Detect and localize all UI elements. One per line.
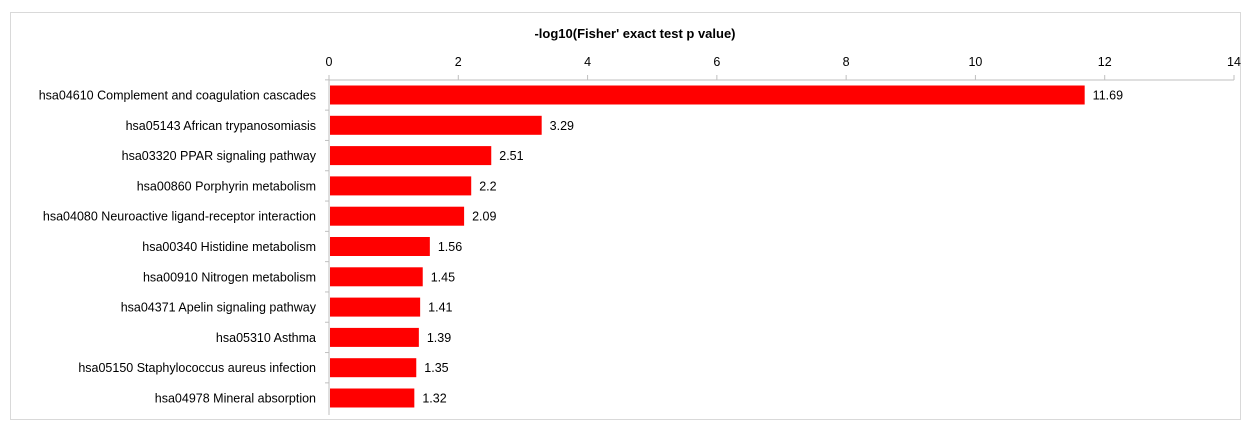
- chart-frame: [10, 12, 1241, 420]
- data-label: 2.51: [499, 149, 523, 163]
- value-labels: 11.69 3.29 2.51 2.2 2.09 1.56 1.45 1.41 1.39 1.35…: [422, 89, 1123, 406]
- data-label: 3.29: [550, 119, 574, 133]
- category-label: hsa04978 Mineral absorption: [155, 392, 316, 406]
- x-tick-label: 14: [1227, 55, 1241, 69]
- x-tick-label: 4: [584, 55, 591, 69]
- category-labels: hsa04610 Complement and coagulation casc…: [39, 79, 329, 406]
- bar: [330, 176, 472, 196]
- bar: [330, 327, 419, 347]
- x-tick-label: 10: [968, 55, 982, 69]
- bars-group: [330, 85, 1085, 408]
- category-label: hsa00860 Porphyrin metabolism: [137, 179, 316, 193]
- data-label: 1.35: [424, 361, 448, 375]
- x-tick-label: 6: [713, 55, 720, 69]
- category-label: hsa00910 Nitrogen metabolism: [143, 270, 316, 284]
- bar: [330, 115, 542, 135]
- bar: [330, 206, 465, 226]
- data-label: 1.41: [428, 301, 452, 315]
- bar: [330, 388, 415, 408]
- data-label: 1.39: [427, 331, 451, 345]
- bar: [330, 237, 430, 256]
- chart-title: -log10(Fisher' exact test p value): [534, 26, 735, 41]
- data-label: 1.56: [438, 240, 462, 254]
- category-label: hsa04080 Neuroactive ligand-receptor int…: [43, 210, 316, 224]
- bar: [330, 267, 423, 287]
- bar: [330, 297, 421, 317]
- category-label: hsa05310 Asthma: [216, 331, 316, 345]
- data-label: 1.32: [422, 392, 446, 406]
- data-label: 2.2: [479, 179, 496, 193]
- category-label: hsa04371 Apelin signaling pathway: [121, 301, 317, 315]
- category-label: hsa05143 African trypanosomiasis: [126, 119, 316, 133]
- category-label: hsa03320 PPAR signaling pathway: [122, 149, 317, 163]
- bar: [330, 358, 417, 378]
- bar: [330, 146, 492, 166]
- x-tick-label: 0: [326, 55, 333, 69]
- x-tick-label: 12: [1098, 55, 1112, 69]
- data-label: 2.09: [472, 210, 496, 224]
- x-axis-ticks: 0 2 4 6 8 10 12 14: [326, 55, 1241, 80]
- x-tick-label: 2: [455, 55, 462, 69]
- data-label: 11.69: [1093, 89, 1123, 103]
- x-tick-label: 8: [843, 55, 850, 69]
- category-label: hsa04610 Complement and coagulation casc…: [39, 89, 316, 103]
- category-label: hsa00340 Histidine metabolism: [142, 240, 316, 254]
- bar: [330, 85, 1085, 105]
- category-label: hsa05150 Staphylococcus aureus infection: [78, 361, 316, 375]
- data-label: 1.45: [431, 270, 455, 284]
